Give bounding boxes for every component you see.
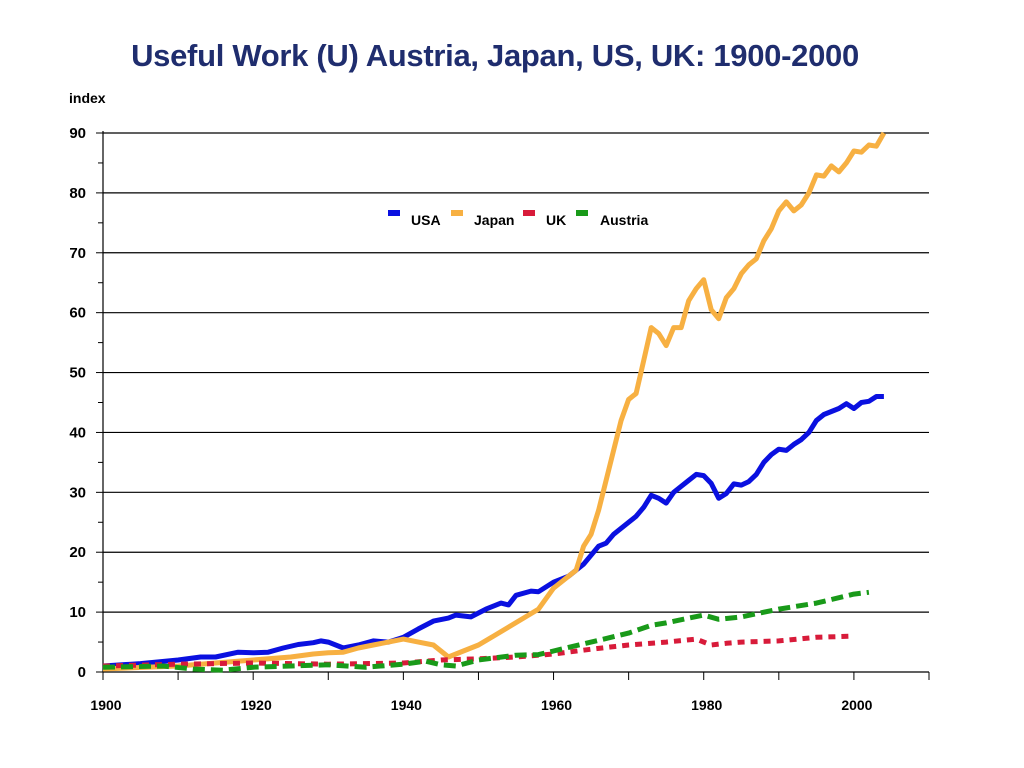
x-tick-label: 1940: [391, 697, 422, 713]
y-tick-label: 50: [69, 365, 86, 382]
legend-marker-usa: [388, 210, 400, 216]
legend-marker-austria: [576, 210, 588, 216]
series-line-usa: [102, 394, 884, 669]
y-tick-label: 70: [69, 245, 86, 262]
x-tick-label: 1980: [691, 697, 722, 713]
y-tick-label: 0: [78, 664, 86, 681]
y-tick-label: 80: [69, 185, 86, 202]
legend-label-austria: Austria: [600, 212, 648, 228]
chart-title: Useful Work (U) Austria, Japan, US, UK: …: [131, 38, 859, 73]
y-tick-label: 20: [69, 544, 86, 561]
series-line-austria: [102, 589, 870, 673]
x-tick-label: 1900: [90, 697, 121, 713]
y-tick-label: 60: [69, 305, 86, 322]
legend-label-japan: Japan: [474, 212, 514, 228]
legend: USA Japan UK Austria: [388, 210, 648, 228]
axes: 0 10 20 30 40 50 60 70 80 90 1900 1920 1940 1960 1980 2…: [69, 125, 930, 713]
legend-label-usa: USA: [411, 212, 441, 228]
x-tick-label: 2000: [841, 697, 872, 713]
legend-marker-japan: [451, 210, 463, 216]
series-lines: [102, 131, 887, 673]
legend-label-uk: UK: [546, 212, 566, 228]
gridlines: [103, 132, 929, 613]
y-tick-label: 40: [69, 424, 86, 441]
y-tick-label: 10: [69, 604, 86, 621]
series-line-japan: [102, 131, 887, 672]
y-axis-label: index: [69, 90, 106, 106]
legend-marker-uk: [523, 210, 535, 216]
x-tick-label: 1920: [241, 697, 272, 713]
y-tick-label: 90: [69, 125, 86, 142]
x-tick-label: 1960: [541, 697, 572, 713]
y-tick-label: 30: [69, 484, 86, 501]
